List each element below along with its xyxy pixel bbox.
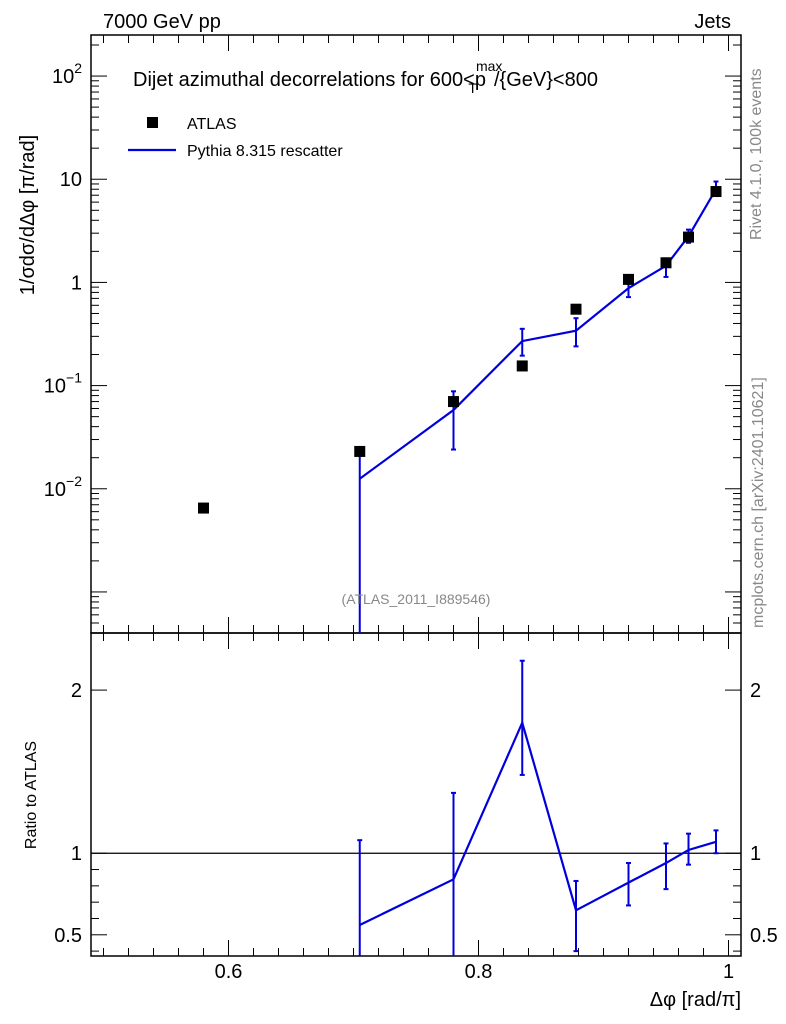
- atlas-data-point: [623, 273, 634, 285]
- ratio-series: [357, 659, 719, 956]
- atlas-data-point: [354, 445, 366, 457]
- x-tick-label: 0.8: [465, 961, 493, 983]
- axis-ticks: 0.6 0.8 1 10−2 10−1 1 10 102 0.5 0.5 1 1 2 2: [44, 35, 778, 983]
- atlas-data-point: [660, 257, 672, 269]
- y-tick-label-ratio-left: 0.5: [54, 925, 82, 947]
- y-tick-label-main: 1: [71, 272, 82, 294]
- legend-marker-atlas: [147, 117, 158, 128]
- plot-title-sup: max: [476, 58, 502, 74]
- atlas-data-point: [570, 303, 582, 315]
- x-axis-label: Δφ [rad/π]: [650, 989, 741, 1011]
- y-tick-label-ratio-right: 0.5: [750, 925, 778, 947]
- pythia-line: [359, 188, 717, 480]
- ratio-plot-frame: [90, 632, 742, 957]
- side-label-rivet: Rivet 4.1.0, 100k events: [748, 68, 765, 240]
- y-tick-label-ratio-left: 1: [71, 843, 82, 865]
- y-tick-label-ratio-right: 2: [750, 680, 761, 702]
- plot-title-sub: T: [468, 80, 477, 96]
- y-tick-label-main: 10−1: [44, 370, 82, 398]
- legend-label-atlas: ATLAS: [187, 116, 237, 133]
- x-tick-label: 0.6: [215, 961, 243, 983]
- y-tick-label-main: 102: [52, 60, 82, 88]
- main-series: [198, 180, 722, 633]
- ratio-line: [359, 719, 717, 926]
- y-tick-label-ratio-right: 1: [750, 843, 761, 865]
- y-tick-label-main: 10: [60, 169, 82, 191]
- plot-title: Dijet azimuthal decorrelations for 600<p…: [133, 58, 598, 96]
- atlas-data-point: [448, 396, 459, 408]
- header-left: 7000 GeV pp: [103, 11, 221, 33]
- atlas-data-point: [516, 360, 528, 372]
- plot-title-pre: Dijet azimuthal decorrelations for 600<p: [133, 69, 486, 91]
- legend-label-pythia: Pythia 8.315 rescatter: [187, 143, 343, 160]
- atlas-data-point: [683, 231, 694, 243]
- y-tick-label-main: 10−2: [44, 473, 82, 501]
- x-tick-label: 1: [723, 961, 734, 983]
- atlas-data-point: [198, 502, 209, 514]
- atlas-data-point: [710, 186, 722, 198]
- analysis-watermark: (ATLAS_2011_I889546): [342, 591, 491, 607]
- side-label-mcplots: mcplots.cern.ch [arXiv:2401.10621]: [750, 377, 767, 628]
- y-tick-label-ratio-left: 2: [71, 680, 82, 702]
- y-axis-label-main: 1/σdσ/dΔφ [π/rad]: [17, 135, 39, 295]
- plot-title-post: /{GeV}<800: [494, 69, 598, 91]
- y-axis-label-ratio: Ratio to ATLAS: [23, 741, 40, 849]
- header-right: Jets: [694, 11, 731, 33]
